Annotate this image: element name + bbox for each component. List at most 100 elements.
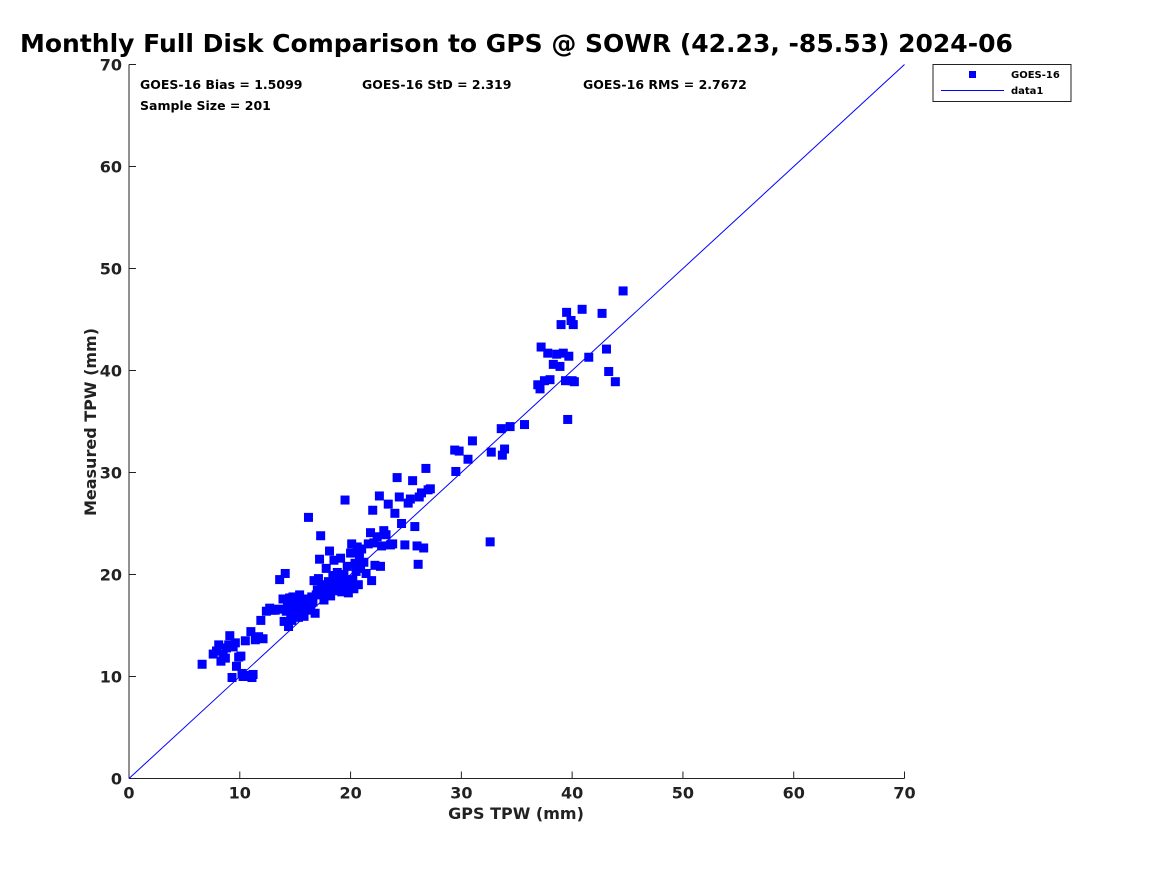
data-point (451, 466, 461, 476)
data-point (556, 320, 566, 330)
data-point (346, 548, 356, 558)
legend: GOES-16 data1 (932, 64, 1072, 102)
y-tick-label: 70 (100, 56, 122, 75)
data-point (425, 484, 435, 494)
scatter-points (197, 286, 628, 683)
data-point (288, 592, 298, 602)
data-point (303, 512, 313, 522)
data-point (383, 499, 393, 509)
data-point (338, 576, 348, 586)
data-point (412, 541, 422, 551)
data-point (274, 604, 284, 614)
legend-marker-goes16 (969, 71, 976, 78)
bias-annotation: GOES-16 Bias = 1.5099 (140, 77, 302, 92)
data-point (555, 361, 565, 371)
data-point (562, 307, 572, 317)
x-tick-label: 30 (450, 784, 472, 803)
data-point (256, 615, 266, 625)
data-point (214, 640, 224, 650)
data-point (390, 508, 400, 518)
legend-box (932, 64, 1072, 102)
data-point (419, 543, 429, 553)
data-point (463, 454, 473, 464)
x-tick-label: 10 (229, 784, 251, 803)
reference-line-data1 (128, 64, 905, 779)
data-point (363, 539, 373, 549)
data-point (284, 622, 294, 632)
data-point (291, 597, 301, 607)
data-point (374, 491, 384, 501)
data-point (497, 450, 507, 460)
data-point (367, 576, 377, 586)
y-tick-label: 30 (100, 464, 122, 483)
data-point (408, 476, 418, 486)
data-point (225, 631, 235, 641)
data-point (539, 376, 549, 386)
x-axis-label: GPS TPW (mm) (448, 804, 584, 823)
data-point (295, 590, 305, 600)
data-point (505, 422, 515, 432)
data-point (300, 594, 310, 604)
data-point (240, 636, 250, 646)
y-tick-label: 50 (100, 260, 122, 279)
data-point (535, 384, 545, 394)
data-point (413, 559, 423, 569)
data-point (366, 528, 376, 538)
data-point (604, 367, 614, 377)
data-point (350, 558, 360, 568)
data-point (316, 531, 326, 541)
data-point (353, 580, 363, 590)
data-point (545, 375, 555, 385)
data-point (318, 588, 328, 598)
data-point (337, 587, 347, 597)
data-point (394, 492, 404, 502)
data-point (500, 444, 510, 454)
data-point (618, 286, 628, 296)
data-point (212, 646, 222, 656)
data-point (325, 546, 335, 556)
rms-annotation: GOES-16 RMS = 2.7672 (583, 77, 747, 92)
data-point (311, 590, 321, 600)
data-point (392, 473, 402, 483)
data-point (246, 627, 256, 637)
data-point (375, 561, 385, 571)
data-point (369, 538, 379, 548)
data-point (333, 582, 343, 592)
data-point (361, 568, 371, 578)
data-point (230, 638, 240, 648)
data-point (326, 591, 336, 601)
data-point (329, 555, 339, 565)
data-point (359, 557, 369, 567)
data-point (597, 308, 607, 318)
data-point (370, 560, 380, 570)
data-point (552, 349, 562, 359)
data-point (292, 604, 302, 614)
data-point (397, 519, 407, 528)
data-point (348, 575, 358, 585)
data-point (388, 539, 398, 549)
data-point (308, 597, 318, 607)
data-point (496, 424, 506, 434)
y-axis-label: Measured TPW (mm) (81, 328, 100, 516)
x-tick-label: 40 (561, 784, 583, 803)
data-point (236, 651, 246, 661)
sample-size-annotation: Sample Size = 201 (140, 98, 271, 113)
data-point (282, 601, 292, 611)
x-tick-label: 50 (672, 784, 694, 803)
data-point (584, 352, 594, 362)
data-point (340, 495, 350, 505)
data-point (454, 446, 464, 456)
data-point (197, 659, 207, 669)
data-point (486, 447, 496, 457)
y-tick-label: 0 (111, 770, 122, 789)
data-point (520, 420, 530, 430)
data-point (287, 615, 297, 625)
data-point (564, 351, 574, 361)
y-tick-label: 20 (100, 566, 122, 585)
data-point (558, 348, 568, 358)
data-point (416, 488, 426, 498)
chart-title: Monthly Full Disk Comparison to GPS @ SO… (20, 29, 1013, 58)
data-point (313, 574, 323, 584)
data-point (410, 522, 420, 532)
